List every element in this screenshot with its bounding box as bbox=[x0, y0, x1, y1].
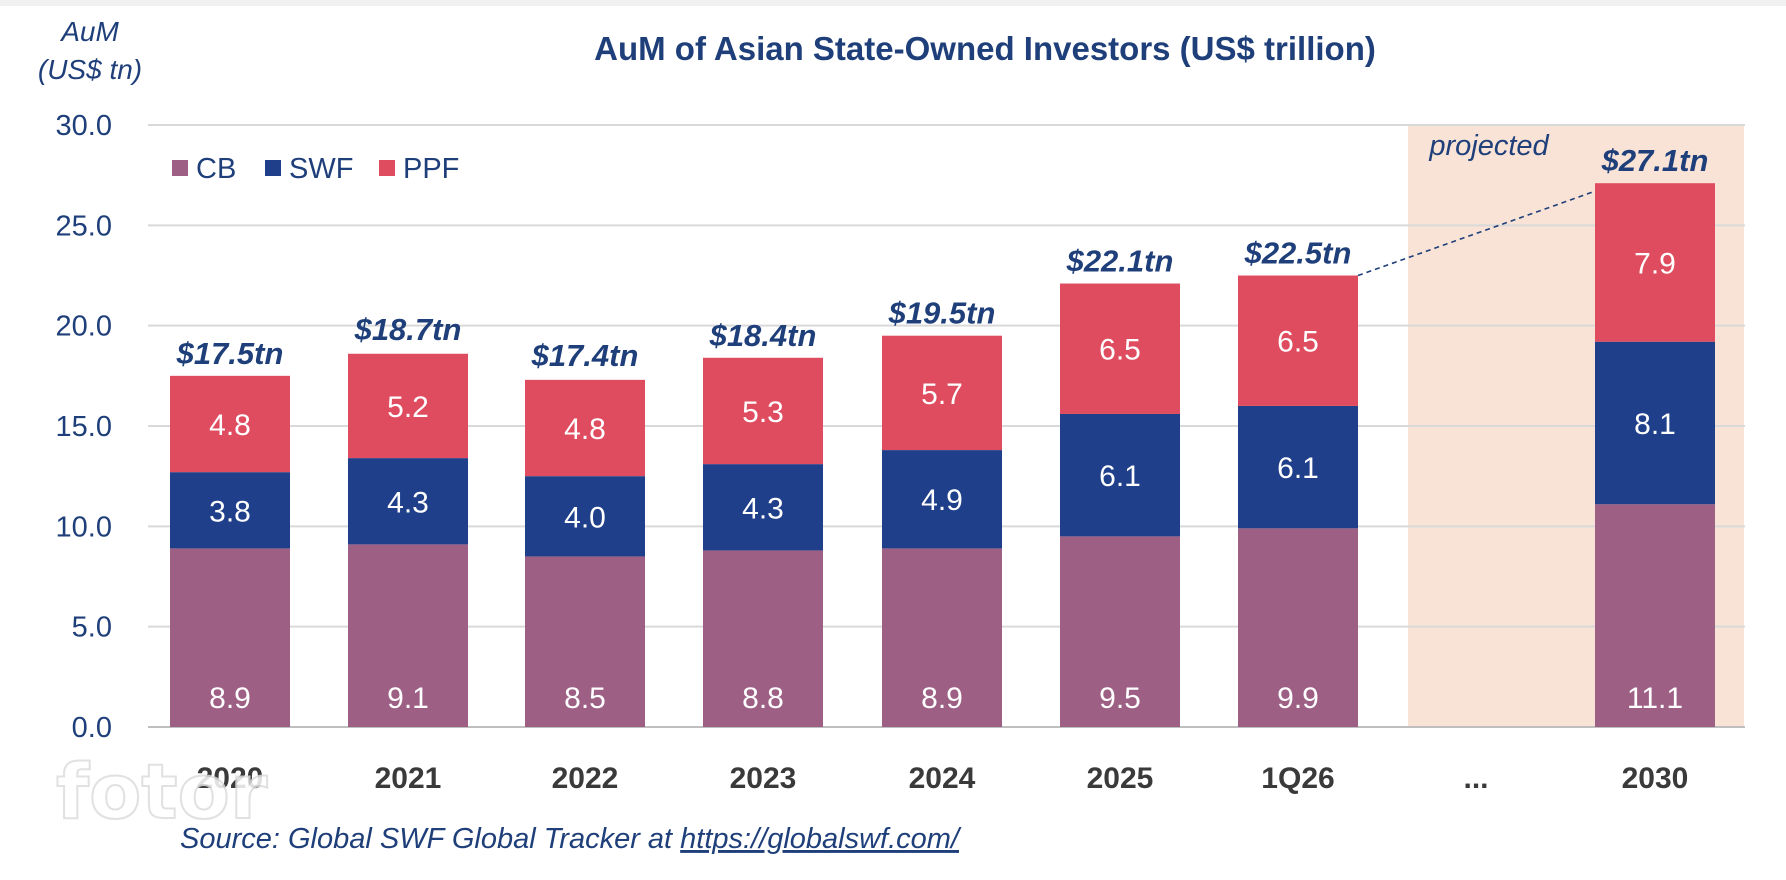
chart: 0.0 5.0 10.0 15.0 20.0 25.0 30.0 2020 2021 2022 2… bbox=[0, 6, 1786, 880]
bar-segment-ppf bbox=[703, 357, 823, 465]
bar-value-label: 8.8 bbox=[742, 682, 784, 715]
bar-value-label: 8.5 bbox=[564, 682, 606, 715]
legend-label-swf: SWF bbox=[289, 153, 353, 185]
bar-segment-swf bbox=[1060, 413, 1180, 537]
bar-segment-ppf bbox=[348, 353, 468, 459]
bar-segment-cb bbox=[1595, 504, 1715, 727]
bar-value-label: 6.5 bbox=[1277, 326, 1319, 359]
legend: CB SWF PPF bbox=[172, 153, 459, 185]
bar-value-label: 6.1 bbox=[1277, 452, 1319, 485]
x-tick-label: 2030 bbox=[1622, 762, 1689, 795]
bar-segment-swf bbox=[525, 476, 645, 557]
bar-value-label: 9.1 bbox=[387, 682, 429, 715]
x-tick-label: 2024 bbox=[909, 762, 976, 795]
x-tick-label: 2025 bbox=[1087, 762, 1154, 795]
bar-value-label: 8.9 bbox=[921, 682, 963, 715]
y-axis-unit-line1: AuM bbox=[59, 16, 119, 47]
bar-segment-ppf bbox=[170, 375, 290, 473]
bar-segment-cb bbox=[525, 556, 645, 727]
bar-value-label: 5.7 bbox=[921, 378, 963, 411]
x-tick-label: 1Q26 bbox=[1261, 762, 1334, 795]
bar-total-label: $27.1tn bbox=[1601, 143, 1709, 178]
bar-segment-swf bbox=[703, 464, 823, 551]
y-axis-unit-line2: (US$ tn) bbox=[38, 54, 142, 85]
bar-value-label: 6.1 bbox=[1099, 460, 1141, 493]
bar-value-label: 9.9 bbox=[1277, 682, 1319, 715]
y-tick-label: 25.0 bbox=[56, 210, 112, 242]
y-tick-label: 20.0 bbox=[56, 311, 112, 343]
bar-segment-swf bbox=[1595, 341, 1715, 505]
legend-label-ppf: PPF bbox=[403, 153, 459, 185]
y-tick-label: 30.0 bbox=[56, 110, 112, 142]
bar-segment-cb bbox=[1238, 528, 1358, 727]
bar-value-label: 9.5 bbox=[1099, 682, 1141, 715]
x-tick-label: ... bbox=[1463, 762, 1488, 795]
bar-value-label: 8.9 bbox=[209, 682, 251, 715]
bar-value-label: 11.1 bbox=[1627, 682, 1683, 715]
bar-total-label: $19.5tn bbox=[888, 296, 996, 331]
bar-segment-ppf bbox=[1238, 275, 1358, 406]
y-tick-label: 15.0 bbox=[56, 411, 112, 443]
bar-value-label: 4.0 bbox=[564, 501, 606, 534]
legend-swatch-ppf bbox=[379, 160, 395, 176]
bar-segment-cb bbox=[170, 548, 290, 727]
svg-text:Source: Global SWF Global Trac: Source: Global SWF Global Tracker at htt… bbox=[180, 823, 962, 855]
legend-swatch-cb bbox=[172, 160, 188, 176]
bar-total-label: $22.5tn bbox=[1244, 236, 1352, 271]
y-tick-label: 5.0 bbox=[72, 612, 112, 644]
chart-title: AuM of Asian State-Owned Investors (US$ … bbox=[594, 30, 1376, 67]
bar-value-label: 4.8 bbox=[564, 413, 606, 446]
x-tick-label: 2022 bbox=[552, 762, 619, 795]
bar-value-label: 6.5 bbox=[1099, 334, 1141, 367]
bar-segment-swf bbox=[1238, 405, 1358, 529]
projection-connector-line bbox=[1357, 190, 1596, 277]
bar-segment-swf bbox=[170, 472, 290, 549]
bar-value-label: 4.3 bbox=[387, 486, 429, 519]
bar-value-label: 7.9 bbox=[1634, 247, 1676, 280]
chart-svg: 0.0 5.0 10.0 15.0 20.0 25.0 30.0 2020 2021 2022 2… bbox=[38, 16, 1745, 855]
watermark-logo: fotor bbox=[56, 747, 268, 836]
bar-segment-ppf bbox=[1595, 183, 1715, 342]
bar-segment-cb bbox=[1060, 536, 1180, 727]
bar-segment-ppf bbox=[882, 335, 1002, 451]
bar-segment-ppf bbox=[525, 379, 645, 477]
bar-value-label: 3.8 bbox=[209, 495, 251, 528]
bar-segment-swf bbox=[348, 458, 468, 545]
projected-label: projected bbox=[1428, 130, 1549, 162]
bar-segment-ppf bbox=[1060, 283, 1180, 414]
bar-total-label: $22.1tn bbox=[1066, 244, 1174, 279]
bar-total-label: $17.5tn bbox=[176, 336, 284, 371]
y-tick-label: 10.0 bbox=[56, 511, 112, 543]
bar-value-label: 4.8 bbox=[209, 409, 251, 442]
legend-label-cb: CB bbox=[196, 153, 236, 185]
source-link[interactable]: https://globalswf.com/ bbox=[680, 823, 962, 855]
bar-segment-cb bbox=[882, 548, 1002, 727]
x-tick-label: 2023 bbox=[730, 762, 797, 795]
bar-value-label: 4.3 bbox=[742, 492, 784, 525]
x-tick-label: 2021 bbox=[375, 762, 442, 795]
source-note: Source: Global SWF Global Tracker at htt… bbox=[180, 823, 962, 855]
x-tick-label: 2020 bbox=[197, 762, 264, 795]
bar-value-label: 5.2 bbox=[387, 391, 429, 424]
y-tick-label: 0.0 bbox=[72, 712, 112, 744]
bar-segment-swf bbox=[882, 450, 1002, 549]
bar-segment-cb bbox=[348, 544, 468, 727]
bar-value-label: 8.1 bbox=[1634, 408, 1676, 441]
bar-value-label: 5.3 bbox=[742, 396, 784, 429]
bar-total-label: $17.4tn bbox=[531, 338, 639, 373]
bar-total-label: $18.4tn bbox=[709, 318, 817, 353]
source-text: Source: Global SWF Global Tracker at bbox=[180, 823, 680, 855]
bar-value-label: 4.9 bbox=[921, 484, 963, 517]
legend-swatch-swf bbox=[265, 160, 281, 176]
bar-segment-cb bbox=[703, 550, 823, 727]
bar-total-label: $18.7tn bbox=[354, 312, 462, 347]
